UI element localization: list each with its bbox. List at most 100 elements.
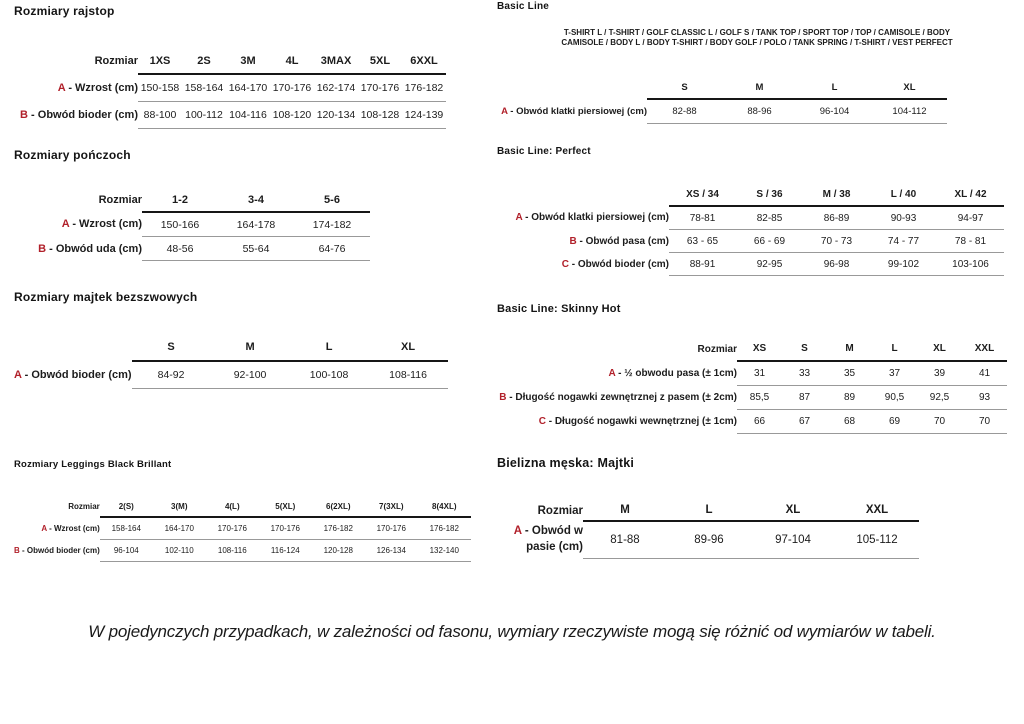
section-rajstopy: Rozmiary rajstop Rozmiar 1XS 2S 3M 4L 3MAX 5XL 6…	[14, 4, 446, 129]
table-row: B - Długość nogawki zewnętrznej z pasem …	[497, 385, 1007, 410]
size-table-skinny-hot: Rozmiar XS S M L XL XXL A - ½ obwodu pasa (± 1c…	[497, 337, 1007, 434]
table-row: A - Wzrost (cm) 158-164 164-170 170-176 170-…	[14, 517, 471, 540]
size-table-leggings: Rozmiar 2(S) 3(M) 4(L) 5(XL) 6(2XL) 7(3XL) 8(4X…	[14, 496, 471, 562]
cell: 87	[782, 385, 827, 410]
row-label-text: Wzrost (cm)	[54, 523, 100, 533]
row-label: A - ½ obwodu pasa (± 1cm)	[608, 367, 737, 379]
row-label-text: Obwód bioder (cm)	[26, 546, 100, 555]
cell: 66 - 69	[736, 229, 803, 253]
cell: 120-134	[314, 101, 358, 129]
corner-label: Rozmiar	[537, 504, 583, 517]
row-label-text: Wzrost (cm)	[79, 218, 142, 231]
cell: 108-116	[205, 539, 259, 562]
row-label: B - Obwód uda (cm)	[38, 242, 142, 255]
cell: 174-182	[294, 212, 370, 237]
corner-label	[497, 76, 647, 99]
section-title: Rozmiary majtek bezszwowych	[14, 290, 198, 304]
column-header: 1-2	[142, 188, 218, 213]
corner-label	[497, 183, 669, 206]
section-title: Basic Line: Perfect	[497, 146, 591, 157]
row-label-text: Obwód uda (cm)	[55, 242, 142, 255]
column-header: XXL	[962, 337, 1007, 362]
cell: 176-182	[417, 517, 471, 540]
table-row: B - Obwód bioder (cm) 96-104 102-110 108-11…	[14, 539, 471, 562]
cell: 176-182	[402, 74, 446, 102]
row-label-text: Obwód klatki piersiowej (cm)	[516, 105, 647, 117]
column-header: XS / 34	[669, 183, 736, 207]
row-label: A - Wzrost (cm)	[61, 218, 142, 231]
cell: 96-98	[803, 252, 870, 276]
row-label-text: Obwód pasa (cm)	[585, 235, 669, 247]
left-column: Rozmiary rajstop Rozmiar 1XS 2S 3M 4L 3MAX 5XL 6…	[14, 0, 484, 600]
cell: 67	[782, 409, 827, 434]
column-header: S	[647, 76, 722, 101]
cell: 92,5	[917, 385, 962, 410]
cell: 64-76	[294, 236, 370, 261]
row-label: B - Obwód bioder (cm)	[20, 109, 138, 121]
section-title: Basic Line: Skinny Hot	[497, 303, 621, 315]
cell: 90-93	[870, 206, 937, 230]
row-label: A - Wzrost (cm)	[41, 523, 100, 533]
cell: 170-176	[205, 517, 259, 540]
cell: 93	[962, 385, 1007, 410]
table-row: A - Wzrost (cm) 150-166 164-178 174-182	[14, 212, 370, 237]
cell: 41	[962, 361, 1007, 386]
header-row: Rozmiar 2(S) 3(M) 4(L) 5(XL) 6(2XL) 7(3XL) 8(4X…	[14, 496, 471, 518]
row-letter: A	[515, 212, 523, 224]
column-header: 7(3XL)	[364, 496, 418, 518]
row-label-text: Obwód bioder (cm)	[31, 368, 132, 381]
table-row: A - Obwód w pasie (cm) 81-88 89-96 97-104 10…	[497, 521, 919, 559]
cell: 150-158	[138, 74, 182, 102]
corner-label	[14, 334, 132, 361]
table-row: B - Obwód pasa (cm) 63 - 65 66 - 69 70 - 73…	[497, 229, 1004, 253]
section-skinny-hot: Basic Line: Skinny Hot Rozmiar XS S M L XL XXL A…	[497, 303, 1007, 434]
column-header: M	[827, 337, 872, 362]
table-row: C - Obwód bioder (cm) 88-91 92-95 96-98 99-1…	[497, 252, 1004, 276]
row-letter: B	[20, 109, 28, 121]
section-majtki-bezszwowe: Rozmiary majtek bezszwowych S M L XL A - Obwó…	[14, 290, 448, 389]
section-title: Rozmiary pończoch	[14, 148, 131, 162]
cell: 84-92	[131, 361, 211, 389]
corner-label: Rozmiar	[98, 194, 142, 206]
cell: 164-170	[226, 74, 270, 102]
column-header: 5XL	[358, 48, 402, 75]
section-ponczochy: Rozmiary pończoch Rozmiar 1-2 3-4 5-6 A - Wzr…	[14, 148, 370, 261]
right-column: Basic Line T-SHIRT L / T-SHIRT / GOLF CLA…	[497, 0, 1024, 600]
corner-label: Rozmiar	[94, 55, 138, 67]
header-row: XS / 34 S / 36 M / 38 L / 40 XL / 42	[497, 183, 1004, 207]
cell: 37	[872, 361, 917, 386]
cell: 78 - 81	[937, 229, 1004, 253]
cell: 176-182	[311, 517, 365, 540]
size-table-majtki-bezszwowe: S M L XL A - Obwód bioder (cm) 84-92 92-100 100…	[14, 334, 448, 389]
cell: 164-178	[218, 212, 294, 237]
row-letter: A	[61, 218, 70, 231]
cell: 170-176	[358, 74, 402, 102]
cell: 108-128	[358, 101, 402, 129]
cell: 70 - 73	[803, 229, 870, 253]
row-label: C - Długość nogawki wewnętrznej (± 1cm)	[538, 416, 737, 427]
footer-note: W pojedynczych przypadkach, w zależności…	[88, 622, 936, 641]
size-table-ponczochy: Rozmiar 1-2 3-4 5-6 A - Wzrost (cm) 150-166 16…	[14, 188, 370, 261]
column-header: 6XXL	[402, 48, 446, 75]
section-basic-line: Basic Line T-SHIRT L / T-SHIRT / GOLF CLA…	[497, 1, 1017, 125]
row-letter: A	[513, 525, 522, 538]
table-row: A - Obwód klatki piersiowej (cm) 82-88 88-…	[497, 99, 947, 125]
cell: 170-176	[270, 74, 314, 102]
table-row: A - Wzrost (cm) 150-158 158-164 164-170 170-…	[14, 74, 446, 102]
cell: 82-85	[736, 206, 803, 230]
cell: 33	[782, 361, 827, 386]
cell: 124-139	[402, 101, 446, 129]
cell: 164-170	[152, 517, 206, 540]
cell: 102-110	[152, 539, 206, 562]
column-header: S / 36	[736, 183, 803, 207]
cell: 89-96	[667, 521, 751, 559]
cell: 78-81	[669, 206, 736, 230]
section-subtitle: T-SHIRT L / T-SHIRT / GOLF CLASSIC L / G…	[561, 28, 953, 47]
cell: 104-112	[872, 99, 947, 125]
row-label-text: ½ obwodu pasa (± 1cm)	[624, 367, 737, 379]
column-header: 6(2XL)	[311, 496, 365, 518]
cell: 116-124	[258, 539, 312, 562]
column-header: 3(M)	[152, 496, 206, 518]
section-perfect: Basic Line: Perfect XS / 34 S / 36 M / 38 L …	[497, 146, 1004, 276]
corner-label: Rozmiar	[697, 343, 737, 355]
